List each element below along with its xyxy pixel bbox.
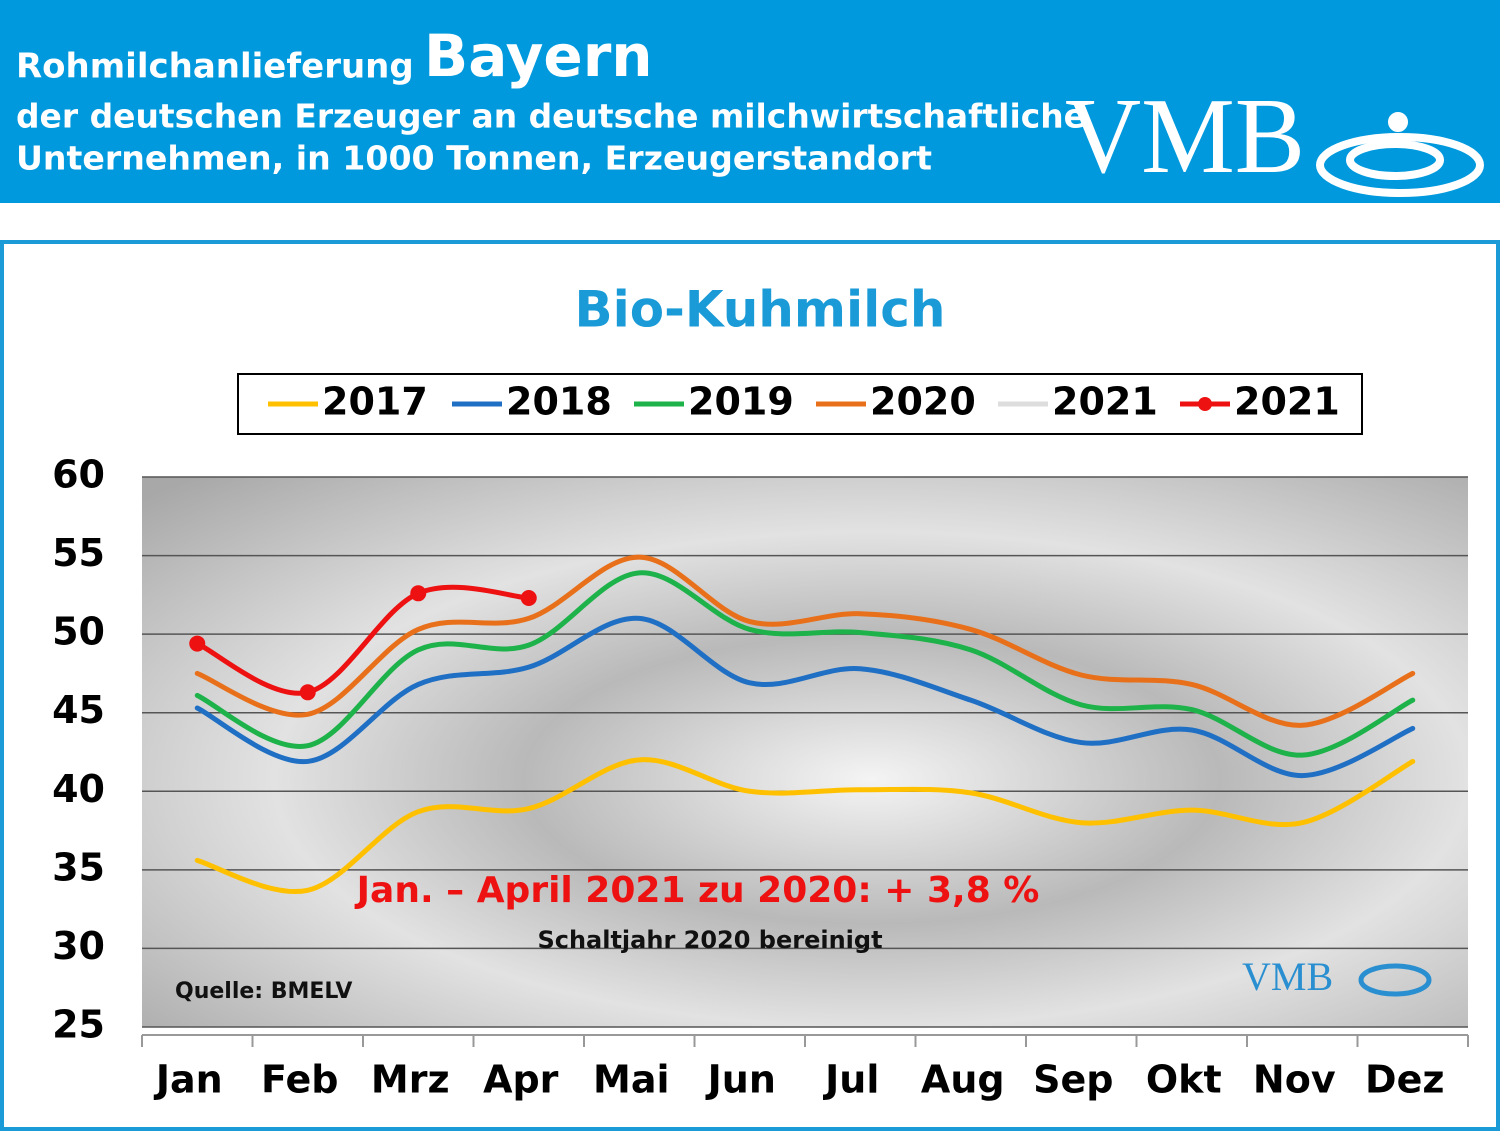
y-tick-label: 30: [52, 924, 105, 968]
annotation: Jan. – April 2021 zu 2020: + 3,8 %: [354, 870, 1040, 911]
legend-label: 2018: [506, 380, 612, 424]
point: [189, 635, 206, 652]
y-tick-label: 45: [52, 688, 105, 732]
y-tick-label: 50: [52, 610, 105, 654]
x-tick-label: Jun: [705, 1058, 776, 1102]
point: [299, 684, 316, 701]
logo-text: VMB: [1065, 77, 1305, 196]
header-line2: der deutschen Erzeuger an deutsche milch…: [16, 97, 1086, 136]
series-line: [194, 554, 1416, 728]
plot-background: [142, 477, 1468, 1027]
legend-label: 2019: [688, 380, 794, 424]
legend-marker: [1198, 397, 1212, 411]
header-band: [0, 0, 1500, 203]
x-tick-label: Jul: [822, 1058, 879, 1102]
x-tick-label: Dez: [1365, 1058, 1444, 1102]
legend-label: 2021: [1052, 380, 1158, 424]
x-tick-label: Apr: [483, 1058, 559, 1102]
annotation: Schaltjahr 2020 bereinigt: [537, 926, 882, 954]
x-tick-label: Jan: [153, 1058, 223, 1102]
legend-label: 2017: [322, 380, 428, 424]
x-tick-label: Mai: [593, 1058, 669, 1102]
header-region: Bayern: [424, 22, 653, 90]
watermark: VMB: [1242, 954, 1333, 999]
x-tick-label: Feb: [261, 1058, 338, 1102]
legend-label: 2020: [870, 380, 976, 424]
point: [520, 590, 537, 606]
legend-label: 2021: [1234, 380, 1340, 424]
legend-box: [237, 373, 1363, 435]
point: [410, 585, 427, 602]
y-tick-label: 25: [52, 1003, 105, 1047]
x-tick-label: Aug: [921, 1058, 1005, 1102]
logo-swirl: [1316, 112, 1484, 197]
series-line: [194, 584, 532, 696]
watermark-swirl: [1358, 963, 1432, 997]
series-line: [194, 757, 1416, 894]
x-tick-label: Okt: [1146, 1058, 1222, 1102]
x-tick-label: Sep: [1033, 1058, 1113, 1102]
series-line: [194, 570, 1416, 758]
chart-title: Bio-Kuhmilch: [574, 281, 945, 339]
x-tick-label: Mrz: [371, 1058, 450, 1102]
y-tick-label: 55: [52, 531, 105, 575]
y-tick-label: 40: [52, 767, 105, 811]
series-line: [194, 615, 1416, 779]
header-line3: Unternehmen, in 1000 Tonnen, Erzeugersta…: [16, 139, 932, 178]
x-tick-label: Nov: [1253, 1058, 1336, 1102]
y-tick-label: 35: [52, 845, 105, 889]
source: Quelle: BMELV: [175, 979, 352, 1004]
header-line1: Rohmilchanlieferung: [16, 47, 414, 87]
y-tick-label: 60: [52, 453, 105, 497]
